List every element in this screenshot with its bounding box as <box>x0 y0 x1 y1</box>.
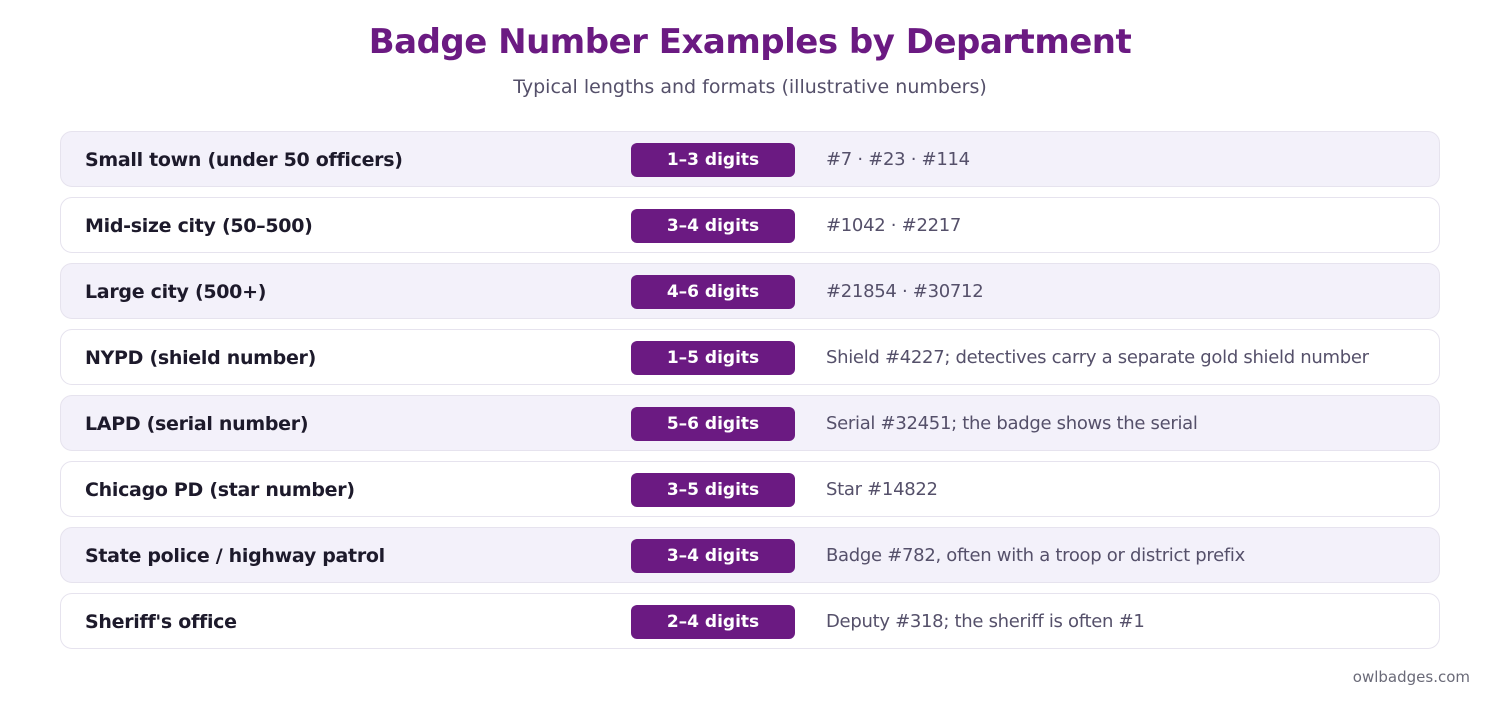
example-format: Shield #4227; detectives carry a separat… <box>826 347 1369 368</box>
department-name: Sheriff's office <box>85 611 237 633</box>
site-credit: owlbadges.com <box>1352 668 1470 686</box>
digit-length-badge: 4–6 digits <box>631 275 795 309</box>
table-row: Sheriff's office 2–4 digits Deputy #318;… <box>60 593 1440 649</box>
example-format: Star #14822 <box>826 479 938 500</box>
department-name: Chicago PD (star number) <box>85 479 355 501</box>
digit-length-badge: 1–5 digits <box>631 341 795 375</box>
table-row: Mid-size city (50–500) 3–4 digits #1042 … <box>60 197 1440 253</box>
department-name: Small town (under 50 officers) <box>85 149 403 171</box>
department-name: Mid-size city (50–500) <box>85 215 313 237</box>
table-row: Chicago PD (star number) 3–5 digits Star… <box>60 461 1440 517</box>
example-format: Deputy #318; the sheriff is often #1 <box>826 611 1145 632</box>
department-name: Large city (500+) <box>85 281 267 303</box>
badge-table: Small town (under 50 officers) 1–3 digit… <box>60 131 1440 659</box>
department-name: State police / highway patrol <box>85 545 385 567</box>
department-name: LAPD (serial number) <box>85 413 309 435</box>
example-format: Serial #32451; the badge shows the seria… <box>826 413 1198 434</box>
department-name: NYPD (shield number) <box>85 347 317 369</box>
example-format: Badge #782, often with a troop or distri… <box>826 545 1245 566</box>
digit-length-badge: 2–4 digits <box>631 605 795 639</box>
page-title: Badge Number Examples by Department <box>368 22 1132 62</box>
example-format: #1042 · #2217 <box>826 215 962 236</box>
digit-length-badge: 3–5 digits <box>631 473 795 507</box>
example-format: #7 · #23 · #114 <box>826 149 970 170</box>
digit-length-badge: 3–4 digits <box>631 209 795 243</box>
page-subtitle: Typical lengths and formats (illustrativ… <box>513 76 987 98</box>
example-format: #21854 · #30712 <box>826 281 984 302</box>
table-row: NYPD (shield number) 1–5 digits Shield #… <box>60 329 1440 385</box>
table-row: LAPD (serial number) 5–6 digits Serial #… <box>60 395 1440 451</box>
table-row: Small town (under 50 officers) 1–3 digit… <box>60 131 1440 187</box>
table-row: State police / highway patrol 3–4 digits… <box>60 527 1440 583</box>
digit-length-badge: 1–3 digits <box>631 143 795 177</box>
digit-length-badge: 5–6 digits <box>631 407 795 441</box>
digit-length-badge: 3–4 digits <box>631 539 795 573</box>
table-row: Large city (500+) 4–6 digits #21854 · #3… <box>60 263 1440 319</box>
